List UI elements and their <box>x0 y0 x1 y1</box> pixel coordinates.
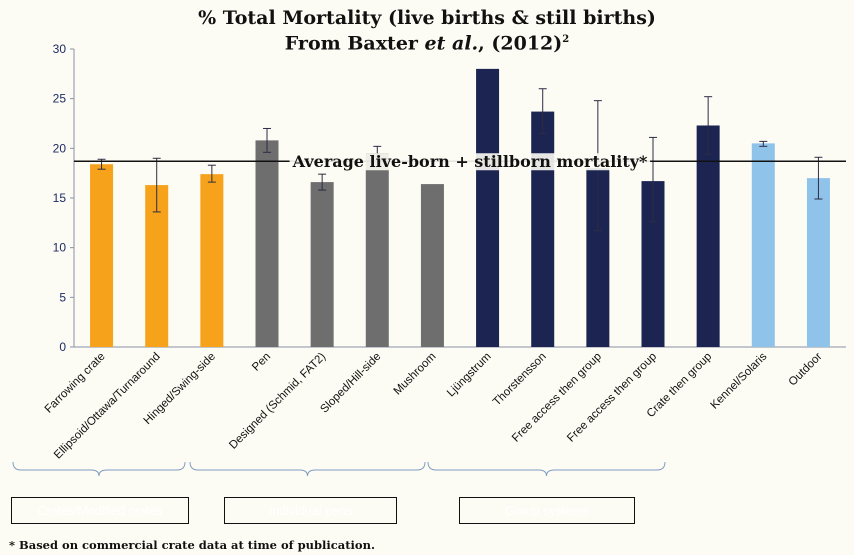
legend-group-label: Group systems <box>504 503 590 518</box>
x-tick-label: Mushroom <box>392 351 439 398</box>
bar <box>531 111 555 347</box>
bar <box>806 178 830 347</box>
bar <box>365 153 389 347</box>
y-tick-label: 5 <box>59 290 66 304</box>
legend-group: Group systems <box>459 497 635 524</box>
x-tick-label: Designed (Schmid, FAT2) <box>227 351 328 452</box>
legend-crates: Crates/Modified crates <box>11 497 189 524</box>
title-line-2-italic: et al. <box>424 32 479 55</box>
bar <box>310 182 334 347</box>
legend-pens: Individual pens <box>224 497 397 524</box>
bracket-pens <box>189 461 426 477</box>
bar <box>751 143 775 347</box>
bar <box>696 125 720 347</box>
bar <box>255 140 279 347</box>
title-superscript: 2 <box>562 34 570 45</box>
bracket-crates <box>12 461 186 477</box>
y-tick-label: 30 <box>53 42 67 56</box>
x-tick-label: Thorstensson <box>491 351 549 409</box>
x-tick-label: Pen <box>250 351 273 374</box>
y-tick-label: 15 <box>53 191 67 205</box>
bar <box>145 185 169 347</box>
legend-pens-label: Individual pens <box>268 503 353 518</box>
x-tick-label: Ellipsoid/Ottawa/Turnaround <box>52 351 163 462</box>
bar <box>586 168 610 347</box>
x-tick-label: Free access then group <box>565 351 659 445</box>
bar <box>641 181 665 347</box>
legend-crates-label: Crates/Modified crates <box>37 503 163 518</box>
y-tick-label: 25 <box>53 92 67 106</box>
bar <box>200 174 224 347</box>
y-tick-label: 20 <box>53 141 67 155</box>
title-line-2-suffix: , (2012) <box>478 32 563 55</box>
reference-label-background <box>289 153 651 171</box>
x-tick-label: Outdoor <box>787 351 825 389</box>
title-line-2-prefix: From Baxter <box>284 32 425 55</box>
x-tick-label: Kennel/Solaris <box>708 350 769 411</box>
title-line-1: % Total Mortality (live births & still b… <box>198 7 656 29</box>
x-tick-label: Ljüngstrum <box>445 351 494 400</box>
title-line-2: From Baxter et al., (2012)2 <box>0 29 854 54</box>
y-tick-label: 0 <box>59 340 66 354</box>
y-tick-label: 10 <box>53 241 67 255</box>
bar <box>420 184 444 347</box>
bracket-group <box>427 461 666 477</box>
chart-title: % Total Mortality (live births & still b… <box>0 8 854 54</box>
footnote: * Based on commercial crate data at time… <box>9 538 375 552</box>
x-tick-label: Free access then group <box>510 351 604 445</box>
bar <box>90 164 114 347</box>
reference-line-label: Average live-born + stillborn mortality* <box>292 152 648 171</box>
x-tick-label: Sloped/Hill-side <box>318 351 383 416</box>
bar <box>476 68 500 347</box>
